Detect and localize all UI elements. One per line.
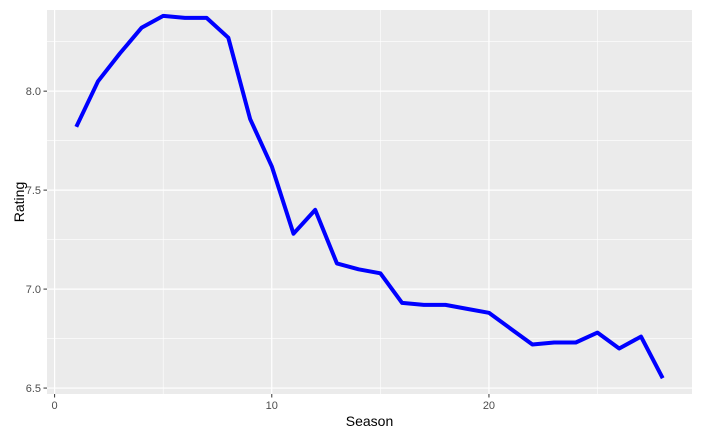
axis-ticks: [43, 90, 490, 398]
plot-panel: [47, 10, 692, 394]
minor-gridlines: [47, 10, 692, 394]
y-axis-title: Rating: [11, 182, 27, 222]
x-tick-label: 20: [483, 400, 495, 412]
axis-tick-labels: 0 10 20 6.5 7.0 7.5 8.0: [26, 86, 495, 412]
y-tick-label: 6.5: [26, 383, 41, 395]
x-tick-label: 10: [266, 400, 278, 412]
major-gridlines: [47, 10, 692, 394]
rating-line: [74, 13, 665, 380]
data-series: [74, 13, 665, 380]
y-tick-label: 8.0: [26, 86, 41, 98]
x-axis-title: Season: [346, 413, 393, 429]
x-tick-label: 0: [52, 400, 58, 412]
y-tick-label: 7.0: [26, 284, 41, 296]
y-tick-label: 7.5: [26, 185, 41, 197]
